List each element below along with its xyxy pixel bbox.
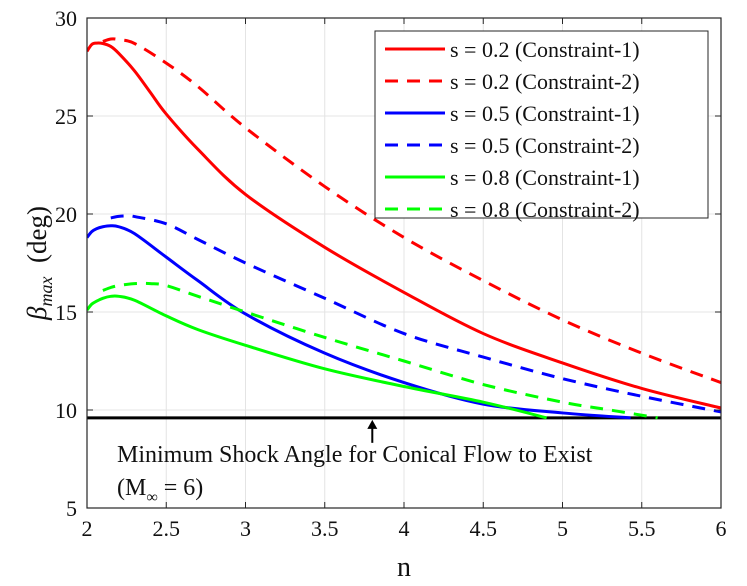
annotation-line2: (M∞ = 6) <box>117 475 203 506</box>
series-line-5 <box>87 294 548 420</box>
annotation-line1: Minimum Shock Angle for Conical Flow to … <box>117 442 593 468</box>
y-tick-label: 15 <box>55 300 77 325</box>
legend-label-3: s = 0.5 (Constraint-1) <box>450 101 640 126</box>
x-tick-label: 5.5 <box>628 516 656 541</box>
y-tick-labels: 5 10 15 20 25 30 <box>55 6 77 521</box>
series-line-6 <box>102 281 658 420</box>
axis-ticks <box>86 17 722 509</box>
y-axis-subscript: max <box>36 277 56 307</box>
y-axis-label: βmax (deg) <box>22 206 56 321</box>
y-tick-label: 20 <box>55 202 77 227</box>
series-line-2 <box>102 37 721 384</box>
y-tick-label: 25 <box>55 104 77 129</box>
x-axis-label: n <box>397 552 411 583</box>
legend-label-1: s = 0.2 (Constraint-1) <box>450 37 640 62</box>
series-line-3 <box>87 224 631 420</box>
y-axis-symbol: β <box>22 306 52 321</box>
legend-box <box>374 30 709 219</box>
y-tick-label: 10 <box>55 398 77 423</box>
legend-label-5: s = 0.8 (Constraint-1) <box>450 165 640 190</box>
y-tick-label: 5 <box>66 496 77 521</box>
x-tick-label: 2 <box>82 516 93 541</box>
legend: s = 0.2 (Constraint-1) s = 0.2 (Constrain… <box>374 30 709 222</box>
legend-label-4: s = 0.5 (Constraint-2) <box>450 133 640 158</box>
x-tick-label: 3.5 <box>311 516 339 541</box>
x-tick-label: 2.5 <box>153 516 181 541</box>
annotation-arrow-head <box>367 419 378 429</box>
x-tick-label: 3 <box>240 516 251 541</box>
legend-label-2: s = 0.2 (Constraint-2) <box>450 69 640 94</box>
y-axis-unit: (deg) <box>22 206 52 263</box>
x-tick-label: 5 <box>557 516 568 541</box>
series-line-4 <box>110 214 721 414</box>
x-tick-label: 6 <box>716 516 727 541</box>
series-group <box>87 37 721 420</box>
x-tick-label: 4 <box>399 516 410 541</box>
series-line-1 <box>87 41 721 410</box>
annotation: Minimum Shock Angle for Conical Flow to … <box>117 419 593 506</box>
y-tick-label: 30 <box>55 6 77 31</box>
legend-label-6: s = 0.8 (Constraint-2) <box>450 197 640 222</box>
x-tick-labels: 2 2.5 3 3.5 4 4.5 5 5.5 6 <box>82 516 727 541</box>
x-tick-label: 4.5 <box>470 516 498 541</box>
